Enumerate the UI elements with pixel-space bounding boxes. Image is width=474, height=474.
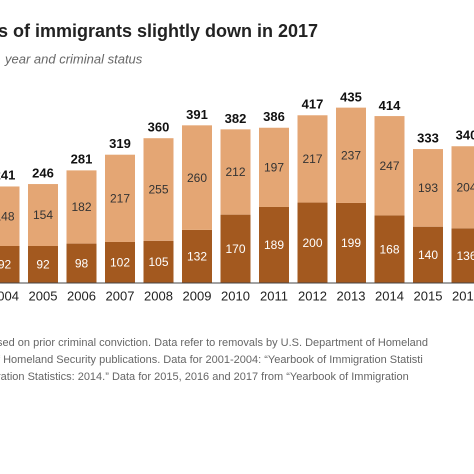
value-label: 168 xyxy=(379,242,399,256)
value-label: 154 xyxy=(33,208,53,222)
total-label: 246 xyxy=(32,165,54,180)
bar-segment xyxy=(336,202,366,283)
value-label: 212 xyxy=(225,165,245,179)
x-tick-label: 2007 xyxy=(106,288,135,303)
value-label: 255 xyxy=(148,183,168,197)
value-label: 132 xyxy=(187,250,207,264)
bar-segment xyxy=(182,125,212,230)
value-label: 260 xyxy=(187,171,207,185)
x-tick-label: 2006 xyxy=(67,288,96,303)
bar-segment xyxy=(297,115,328,203)
value-label: 204 xyxy=(456,180,474,194)
bar-segment xyxy=(451,146,474,229)
bar-segment xyxy=(28,245,58,283)
x-tick-label: 2005 xyxy=(29,288,58,303)
chart-subtitle: year and criminal status xyxy=(4,51,143,66)
value-label: 197 xyxy=(264,161,284,175)
bar-segment xyxy=(374,116,405,216)
x-tick-label: 2012 xyxy=(298,288,327,303)
value-label: 140 xyxy=(418,248,438,262)
bar-segment xyxy=(143,240,174,283)
bar-segment xyxy=(259,206,289,283)
bar-segment xyxy=(374,215,405,283)
total-label: 281 xyxy=(71,151,93,166)
note: sed on prior criminal conviction. Data r… xyxy=(0,337,428,349)
value-label: 170 xyxy=(225,242,245,256)
value-label: 98 xyxy=(75,256,89,270)
value-label: 136 xyxy=(456,249,474,263)
bar-segment xyxy=(413,226,443,283)
value-label: 200 xyxy=(302,236,322,250)
bar-segment xyxy=(66,170,97,244)
x-tick-label: 2013 xyxy=(337,288,366,303)
x-tick-label: 2009 xyxy=(183,288,212,303)
value-label: 148 xyxy=(0,209,15,223)
value-label: 199 xyxy=(341,236,361,250)
x-tick-label: 2010 xyxy=(221,288,250,303)
total-label: 241 xyxy=(0,168,15,183)
total-label: 417 xyxy=(302,97,324,112)
value-label: 217 xyxy=(110,192,130,206)
bar-segment xyxy=(0,186,20,246)
bar-segment xyxy=(413,149,443,227)
x-tick-label: 2011 xyxy=(260,288,288,303)
total-label: 340 xyxy=(456,128,474,143)
total-label: 333 xyxy=(417,130,439,145)
bar-segment xyxy=(259,127,289,207)
value-label: 105 xyxy=(148,255,168,269)
bar-segment xyxy=(336,107,366,203)
total-label: 435 xyxy=(340,89,362,104)
value-label: 189 xyxy=(264,238,284,252)
bar-segment xyxy=(297,202,328,283)
chart-title: s of immigrants slightly down in 2017 xyxy=(0,21,318,41)
value-label: 193 xyxy=(418,181,438,195)
note: f Homeland Security publications. Data f… xyxy=(0,354,423,366)
bar-segment xyxy=(0,245,20,283)
total-label: 414 xyxy=(379,98,401,113)
total-label: 382 xyxy=(225,111,247,126)
value-label: 237 xyxy=(341,148,361,162)
bar-segment xyxy=(451,228,474,283)
bar-segment xyxy=(182,229,212,283)
bar-segment xyxy=(105,241,135,283)
bar-segment xyxy=(105,154,135,242)
total-label: 319 xyxy=(109,136,131,151)
value-label: 247 xyxy=(379,159,399,173)
x-tick-label: 2015 xyxy=(414,288,443,303)
value-label: 217 xyxy=(302,152,322,166)
x-tick-label: 2004 xyxy=(0,288,19,303)
x-tick-label: 2008 xyxy=(144,288,173,303)
x-tick-label: 2016 xyxy=(452,288,474,303)
value-label: 92 xyxy=(36,258,50,272)
bar-segment xyxy=(66,243,97,283)
value-label: 92 xyxy=(0,258,11,272)
x-tick-label: 2014 xyxy=(375,288,404,303)
bar-segment xyxy=(220,129,251,215)
total-label: 386 xyxy=(263,109,285,124)
total-label: 360 xyxy=(148,120,170,135)
bar-segment xyxy=(28,184,58,246)
bar-segment xyxy=(220,214,251,283)
note: ration Statistics: 2014.” Data for 2015,… xyxy=(0,371,409,383)
value-label: 182 xyxy=(71,200,91,214)
value-label: 102 xyxy=(110,256,130,270)
total-label: 391 xyxy=(186,107,208,122)
bar-segment xyxy=(143,138,174,241)
